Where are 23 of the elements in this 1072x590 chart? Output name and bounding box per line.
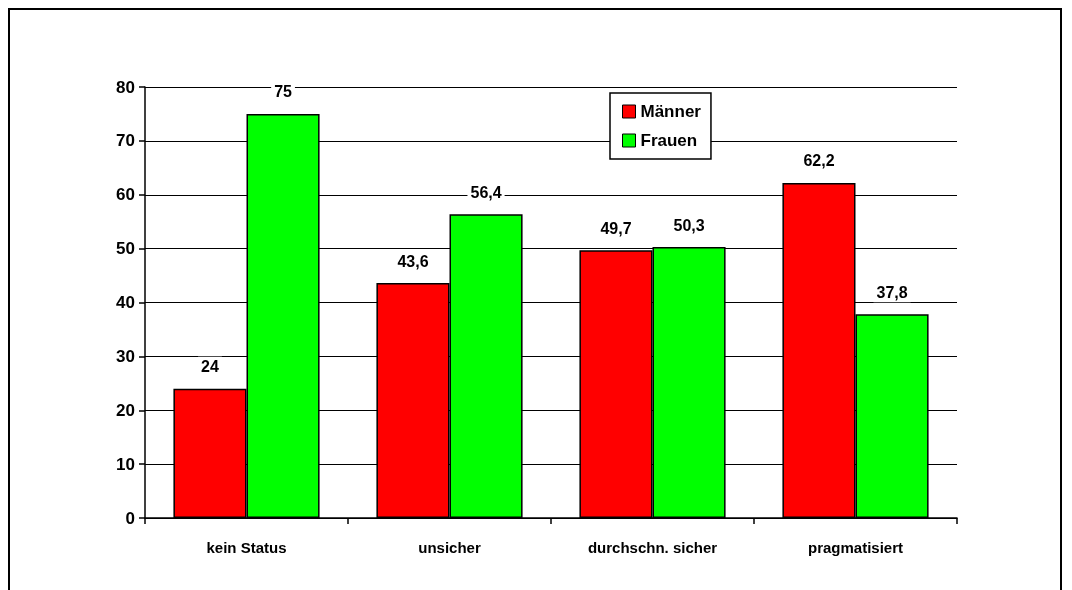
- y-tick-label: 80: [116, 77, 135, 97]
- data-label: 75: [274, 83, 293, 101]
- y-tick-label: 0: [125, 508, 135, 528]
- y-tick-label: 40: [116, 293, 135, 312]
- data-label: 37,8: [876, 283, 908, 301]
- data-label: 43,6: [397, 252, 429, 270]
- data-label: 62,2: [803, 152, 835, 170]
- legend-label: Frauen: [640, 131, 698, 150]
- legend-label: Männer: [640, 102, 702, 121]
- y-tick-label: 10: [116, 454, 135, 474]
- y-tick-label: 30: [116, 346, 135, 366]
- x-tick-label: kein Status: [206, 539, 287, 556]
- data-label: 50,3: [673, 216, 705, 234]
- x-tick-label: pragmatisiert: [807, 539, 904, 556]
- data-label: 49,7: [600, 219, 632, 237]
- y-tick-label: 20: [116, 400, 135, 420]
- x-tick-label: durchschn. sicher: [587, 539, 718, 556]
- x-tick-label: unsicher: [418, 539, 481, 556]
- y-tick-label: 60: [116, 185, 135, 205]
- y-tick-label: 70: [116, 131, 135, 151]
- data-label: 56,4: [470, 183, 502, 201]
- y-tick-label: 50: [116, 239, 135, 259]
- data-label: 24: [201, 358, 219, 376]
